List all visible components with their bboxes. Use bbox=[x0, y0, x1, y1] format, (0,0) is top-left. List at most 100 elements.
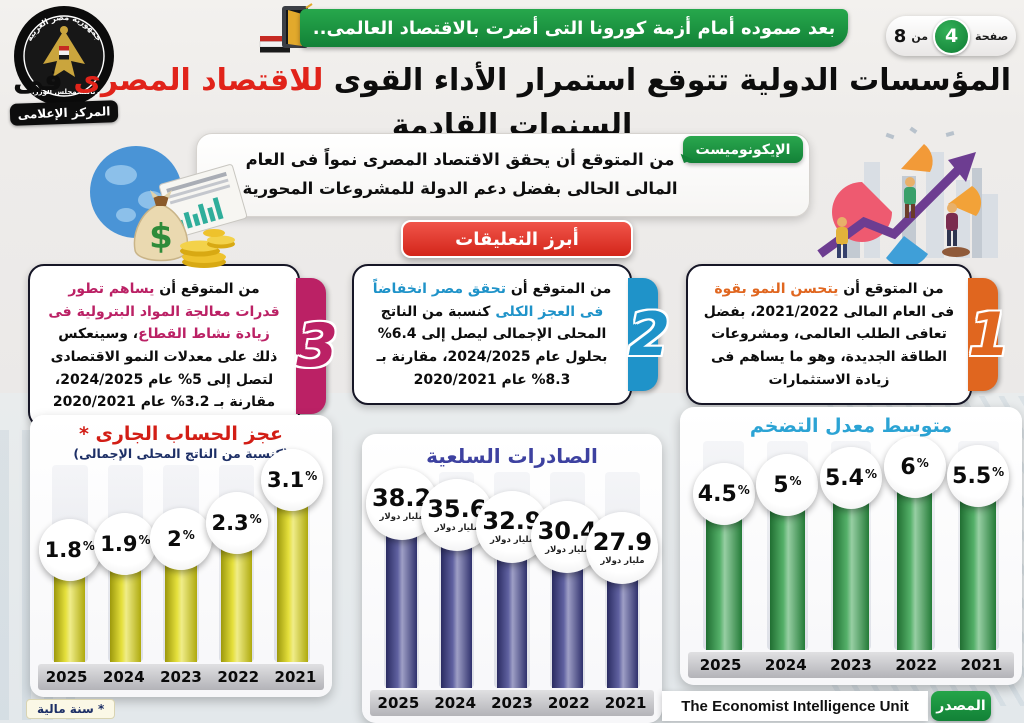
bar bbox=[769, 500, 806, 650]
intro-quote-box: من المتوقع أن يحقق الاقتصاد المصرى نمواً… bbox=[196, 133, 810, 217]
comment-number: 1 bbox=[968, 299, 1010, 370]
chart-title: عجز الحساب الجارى * bbox=[79, 423, 283, 445]
chart-year-axis: 2025 2024 2023 2022 2021 bbox=[688, 652, 1014, 678]
value-bubble: 27.9 مليار دولار bbox=[586, 512, 659, 584]
year-label: 2022 bbox=[895, 656, 938, 674]
year-label: 2021 bbox=[960, 656, 1003, 674]
commodity-exports-chart: الصادرات السلعية 38.2 مليار دولار 35.6 مليا… bbox=[362, 434, 662, 723]
percent-sign: % bbox=[138, 533, 151, 547]
comment-highlight: تحقق مصر انخفاضاً فى العجز الكلى bbox=[372, 281, 604, 320]
bar-column: 6% bbox=[883, 436, 947, 650]
year-label: 2022 bbox=[547, 694, 590, 712]
flag-door-icon bbox=[259, 3, 314, 53]
year-label: 2025 bbox=[699, 656, 742, 674]
page-number-badge: 4 bbox=[933, 17, 971, 55]
value-bubble: 5% bbox=[756, 454, 819, 516]
bar-column: 1.8% bbox=[38, 465, 101, 662]
emblem-seal-icon: جمهورية مصر العربية رئاسة مجلس الوزراء bbox=[14, 6, 114, 106]
bar bbox=[109, 559, 142, 662]
comments-header-banner: أبرز التعليقات bbox=[401, 220, 633, 258]
percent-sign: % bbox=[305, 469, 318, 483]
chart-plot-area: 38.2 مليار دولار 35.6 مليار دولار 32.9 مليار … bbox=[365, 468, 659, 688]
source-label: المصدر bbox=[931, 691, 991, 721]
bar bbox=[441, 535, 473, 688]
title-highlight: للاقتصاد المصرى bbox=[73, 63, 324, 98]
bar-value: 3.1 bbox=[267, 468, 305, 492]
bar-value: 1.8 bbox=[44, 538, 82, 562]
bar-value: 2 bbox=[167, 527, 182, 551]
bar bbox=[276, 495, 308, 662]
value-bubble: 5.4% bbox=[819, 447, 882, 509]
page-title: المؤسسات الدولية تتوقع استمرار الأداء ال… bbox=[12, 63, 1012, 143]
people-icons bbox=[836, 177, 958, 258]
bar-column: 5% bbox=[756, 441, 820, 650]
bar-column: 1.9% bbox=[94, 465, 157, 662]
bar bbox=[833, 493, 869, 650]
year-label: 2021 bbox=[274, 668, 317, 686]
bar-column: 2.3% bbox=[205, 465, 268, 662]
value-bubble: 1.9% bbox=[94, 513, 157, 575]
percent-sign: % bbox=[992, 465, 1005, 479]
growth-illustration bbox=[817, 126, 998, 264]
year-label: 2024 bbox=[102, 668, 145, 686]
bar-column: 4.5% bbox=[692, 441, 756, 650]
comment-box-1: من المتوقع أن يتحسن النمو بقوة فى العام … bbox=[686, 264, 1010, 406]
bar-column: 38.2 مليار دولار bbox=[365, 468, 438, 688]
coins-icon bbox=[180, 229, 235, 268]
year-label: 2023 bbox=[491, 694, 533, 712]
intro-text: من المتوقع أن يحقق الاقتصاد المصرى نمواً… bbox=[242, 150, 678, 198]
bar bbox=[496, 547, 528, 688]
chart-year-axis: 2025 2024 2023 2022 2021 bbox=[38, 664, 324, 690]
bar-unit: مليار دولار bbox=[379, 511, 424, 522]
header-banner: بعد صموده أمام أزمة كورونا التى أضرت بال… bbox=[300, 9, 848, 47]
bar-column: 5.5% bbox=[946, 441, 1010, 650]
comment-number-tab bbox=[296, 278, 326, 415]
percent-sign: % bbox=[789, 474, 802, 488]
comment-box-2: من المتوقع أن تحقق مصر انخفاضاً فى العجز… bbox=[352, 264, 670, 406]
percent-sign: % bbox=[916, 456, 929, 470]
percent-sign: % bbox=[82, 539, 95, 553]
bar-column: 30.4 مليار دولار bbox=[531, 472, 604, 688]
comment-highlight: يساهم تطور قدرات معالجة المواد البترولية… bbox=[48, 281, 280, 343]
bar-column: 32.9 مليار دولار bbox=[476, 472, 548, 688]
comment-text: من المتوقع أن تحقق مصر انخفاضاً فى العجز… bbox=[352, 264, 632, 406]
chart-plot-area: 4.5% 5% 5.4% 6% 5.5% bbox=[692, 436, 1010, 650]
chart-subtitle: (كنسبة من الناتج المحلى الإجمالى) bbox=[73, 446, 289, 461]
bar bbox=[221, 538, 253, 662]
bar-unit: مليار دولار bbox=[489, 534, 535, 545]
value-bubble: 6% bbox=[883, 436, 946, 498]
header-banner-text: بعد صموده أمام أزمة كورونا التى أضرت بال… bbox=[312, 17, 836, 39]
value-bubble: 4.5% bbox=[692, 463, 755, 525]
page-indicator: صفحة 4 من 8 bbox=[886, 16, 1016, 56]
year-label: 2021 bbox=[604, 694, 647, 712]
economist-label: الإيكونوميست bbox=[683, 136, 803, 163]
chart-year-axis: 2025 2024 2023 2022 2021 bbox=[370, 690, 654, 716]
bar-unit: مليار دولار bbox=[545, 544, 590, 555]
chart-title: الصادرات السلعية bbox=[426, 444, 598, 468]
comment-number-tab bbox=[628, 278, 658, 392]
bar bbox=[896, 482, 933, 650]
bar-column: 27.9 مليار دولار bbox=[586, 472, 659, 688]
comment-number: 2 bbox=[628, 299, 670, 370]
economy-money-illustration: $ bbox=[90, 146, 248, 268]
dollar-sign: $ bbox=[149, 217, 173, 257]
of-label: من bbox=[911, 29, 929, 43]
comment-text: من المتوقع أن يتحسن النمو بقوة فى العام … bbox=[686, 264, 972, 406]
bar bbox=[165, 554, 197, 662]
bar-column: 5.4% bbox=[819, 441, 883, 650]
value-bubble: 1.8% bbox=[38, 519, 101, 581]
bar-column: 35.6 مليار دولار bbox=[420, 472, 493, 688]
value-bubble: 2.3% bbox=[205, 492, 268, 554]
fiscal-year-footnote: * سنة مالية bbox=[26, 699, 116, 719]
chart-plot-area: 1.8% 1.9% 2% 2.3% 3.1% bbox=[38, 449, 324, 662]
percent-sign: % bbox=[737, 483, 750, 497]
page-label: صفحة bbox=[975, 29, 1009, 43]
value-bubble: 2% bbox=[149, 508, 212, 570]
bar-column: 3.1% bbox=[261, 449, 324, 662]
chart-title: متوسط معدل التضخم bbox=[749, 415, 953, 437]
percent-sign: % bbox=[182, 528, 195, 542]
bar-value: 4.5 bbox=[697, 481, 737, 507]
comment-number-tab bbox=[968, 278, 998, 392]
bar bbox=[386, 524, 418, 688]
